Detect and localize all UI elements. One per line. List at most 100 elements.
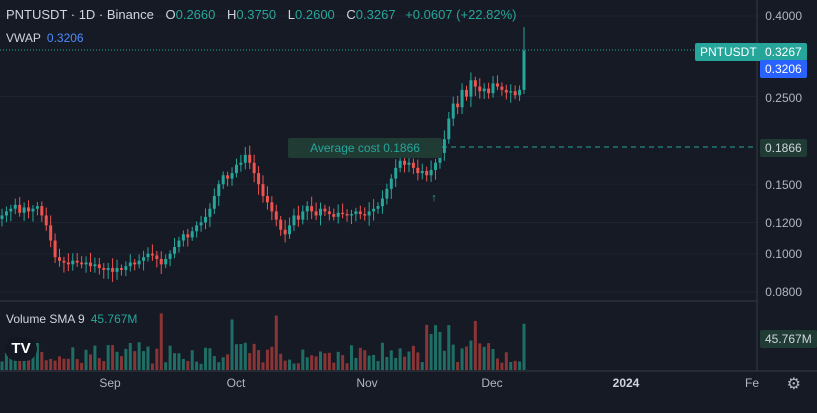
candle[interactable] [487,88,491,94]
candle[interactable] [150,253,154,256]
candle[interactable] [385,188,389,199]
candle[interactable] [190,231,194,238]
candle[interactable] [367,211,371,216]
candle[interactable] [314,211,318,216]
candle[interactable] [279,219,283,230]
candle[interactable] [500,86,504,90]
volume-legend[interactable]: Volume SMA 9 45.767M [6,312,137,326]
candle[interactable] [111,268,115,272]
candle[interactable] [407,162,411,165]
candle[interactable] [270,202,274,212]
candle[interactable] [354,211,358,215]
candle[interactable] [504,89,508,93]
candle[interactable] [323,208,327,212]
candle[interactable] [115,268,119,272]
candle[interactable] [35,206,39,209]
candle[interactable] [173,247,177,254]
candle[interactable] [420,171,424,174]
candle[interactable] [199,222,203,226]
candle[interactable] [62,260,66,263]
candle[interactable] [159,258,163,265]
candle[interactable] [106,268,110,270]
candle[interactable] [195,225,199,232]
candle[interactable] [31,208,35,212]
candle[interactable] [0,215,4,219]
candle[interactable] [88,262,92,267]
candle[interactable] [75,260,79,263]
candle[interactable] [292,215,296,226]
candle[interactable] [186,234,190,238]
candle[interactable] [146,253,150,258]
candle[interactable] [429,169,433,176]
candle[interactable] [332,214,336,217]
candle[interactable] [513,91,517,96]
candle[interactable] [464,89,468,97]
candle[interactable] [411,162,415,168]
candle[interactable] [58,257,62,261]
candle[interactable] [119,268,123,270]
candle[interactable] [40,206,44,216]
candle[interactable] [283,229,287,235]
settings-gear-icon[interactable]: ⚙ [786,376,801,393]
candle[interactable] [133,262,137,265]
candle[interactable] [128,262,132,267]
candle[interactable] [380,198,384,207]
candle[interactable] [491,83,495,94]
candle[interactable] [372,208,376,212]
candle[interactable] [363,214,367,216]
candle[interactable] [142,257,146,261]
candle[interactable] [97,264,101,269]
candle[interactable] [341,212,345,215]
candle[interactable] [301,211,305,220]
candle[interactable] [296,215,300,220]
candle[interactable] [257,173,261,185]
candle[interactable] [288,225,292,235]
candle[interactable] [460,89,464,108]
candle[interactable] [53,240,57,258]
candle[interactable] [482,88,486,92]
candle[interactable] [212,196,216,209]
candle[interactable] [84,262,88,265]
candle[interactable] [22,207,26,213]
candle[interactable] [398,160,402,168]
candle[interactable] [416,167,420,174]
candle[interactable] [203,216,207,223]
candle[interactable] [137,260,141,265]
candle[interactable] [248,154,252,163]
candle[interactable] [442,139,446,153]
candle[interactable] [509,91,513,93]
candle[interactable] [376,206,380,209]
candle[interactable] [265,196,269,203]
candle[interactable] [18,204,22,213]
candle[interactable] [217,184,221,197]
candle[interactable] [345,214,349,216]
candle[interactable] [451,103,455,119]
candle[interactable] [522,50,526,90]
candle[interactable] [49,225,53,241]
candle[interactable] [447,118,451,140]
candle[interactable] [27,207,31,212]
tradingview-logo-icon[interactable]: TV [5,337,37,361]
candle[interactable] [469,80,473,97]
candle[interactable] [44,215,48,226]
candle[interactable] [495,83,499,87]
candle[interactable] [349,214,353,216]
candle[interactable] [221,175,225,185]
symbol-title[interactable]: PNTUSDT · 1D · Binance [6,7,154,22]
candle[interactable] [319,208,323,216]
candle[interactable] [208,208,212,217]
candle[interactable] [389,178,393,189]
candle[interactable] [155,255,159,259]
candle[interactable] [4,211,8,216]
candle[interactable] [124,266,128,270]
candle[interactable] [425,171,429,176]
candle[interactable] [403,160,407,165]
candle[interactable] [394,167,398,179]
candle[interactable] [456,103,460,108]
candle[interactable] [261,184,265,197]
candle[interactable] [13,204,17,209]
candle[interactable] [310,206,314,212]
candle[interactable] [181,234,185,241]
candle[interactable] [226,175,230,179]
